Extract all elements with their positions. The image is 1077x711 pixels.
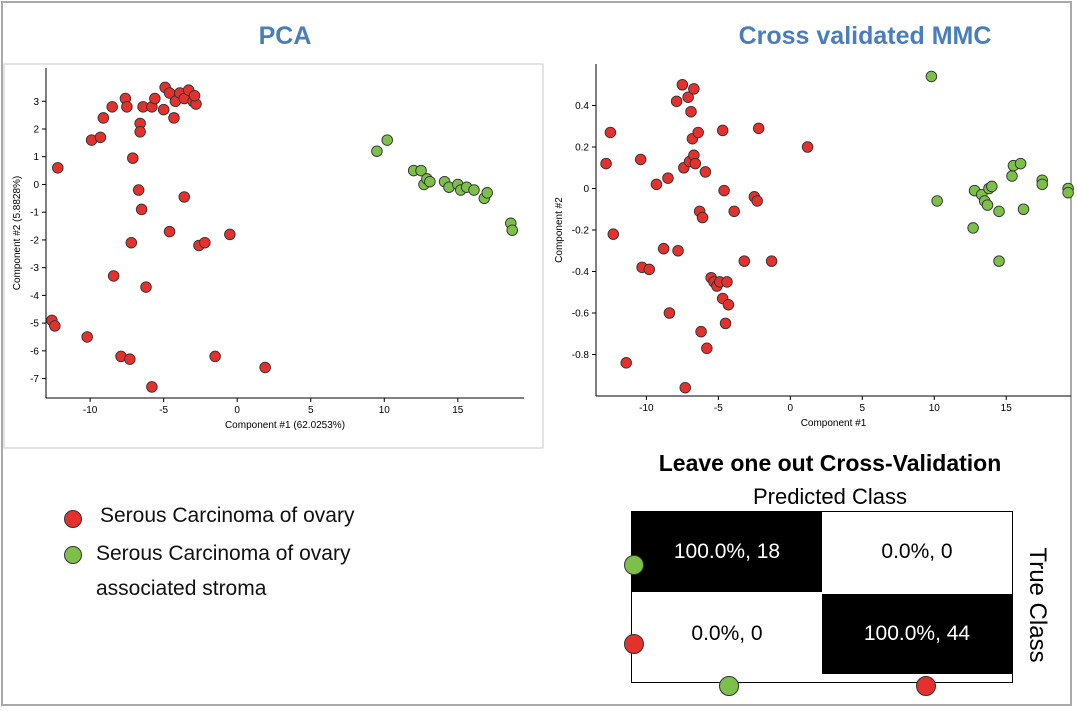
row-marker-green (624, 555, 644, 575)
legend-green-label-line1: Serous Carcinoma of ovary (96, 542, 351, 565)
col-marker-green (719, 676, 739, 696)
mmc-title: Cross validated MMC (738, 22, 992, 50)
confusion-matrix: 100.0%, 18 0.0%, 0 0.0%, 0 100.0%, 44 (631, 511, 1013, 683)
true-class-label: True Class (1024, 547, 1051, 663)
cell-true-green-pred-red: 0.0%, 0 (822, 512, 1012, 592)
legend-green-label-line2: associated stroma (96, 577, 267, 600)
cell-true-red-pred-green: 0.0%, 0 (632, 594, 822, 674)
confusion-title: Leave one out Cross-Validation (658, 450, 1002, 476)
legend-red-marker (64, 510, 82, 528)
pca-title: PCA (258, 22, 312, 50)
legend-green-marker (64, 546, 82, 564)
cell-true-green-pred-green: 100.0%, 18 (632, 512, 822, 592)
predicted-class-label: Predicted Class (752, 484, 908, 509)
legend-red-label: Serous Carcinoma of ovary (100, 504, 355, 527)
row-marker-red (624, 634, 644, 654)
cell-true-red-pred-red: 100.0%, 44 (822, 594, 1012, 674)
col-marker-red (916, 676, 936, 696)
